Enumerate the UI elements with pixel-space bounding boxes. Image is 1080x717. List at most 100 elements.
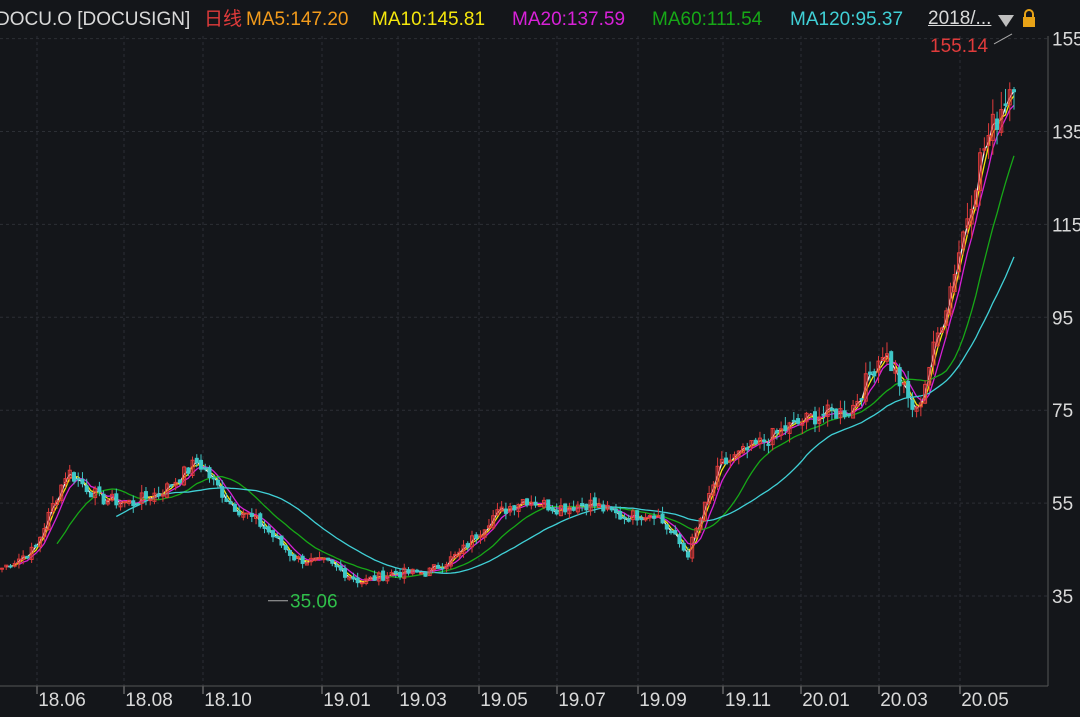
candle-body	[21, 555, 26, 561]
candle-body	[55, 500, 60, 505]
candle-body	[728, 459, 733, 463]
candle-body	[685, 551, 690, 558]
candle-body	[453, 553, 458, 559]
candle-body	[182, 466, 187, 486]
candle-body	[266, 526, 271, 533]
candle-body	[601, 504, 606, 512]
candle-body	[376, 572, 381, 582]
candle-body	[757, 437, 762, 445]
candle-body	[1007, 89, 1012, 106]
timeframe-selector[interactable]: 2018/...	[928, 8, 992, 29]
candle-body	[715, 465, 720, 487]
candle-body	[753, 439, 758, 445]
candle-body	[101, 493, 106, 505]
period-label[interactable]: 日线	[204, 9, 243, 30]
candle-body	[245, 512, 250, 515]
candle-body	[842, 410, 847, 418]
candle-body	[241, 512, 246, 518]
high-marker-arrow	[993, 33, 1013, 45]
candle-body	[944, 310, 949, 326]
candle-body	[368, 576, 373, 580]
candle-body	[791, 419, 796, 422]
y-tick-label: 135	[1052, 123, 1080, 144]
candle-body	[309, 557, 314, 563]
candle-body	[173, 481, 178, 487]
candle-body	[46, 511, 51, 531]
candle-body	[156, 493, 161, 496]
candle-body	[808, 413, 813, 416]
candle-body	[690, 536, 695, 559]
candle-body	[478, 534, 483, 538]
candle-body	[525, 498, 530, 506]
candle-body	[389, 572, 394, 576]
candle-body	[558, 505, 563, 517]
candle-body	[745, 447, 750, 451]
candle-body	[135, 503, 140, 506]
candle-body	[550, 507, 555, 512]
candle-body	[114, 493, 119, 506]
candle-body	[901, 382, 906, 385]
candle-body	[194, 457, 199, 464]
candle-body	[884, 353, 889, 362]
candle-body	[931, 341, 936, 366]
candle-body	[220, 485, 225, 498]
y-tick-label: 55	[1052, 494, 1073, 515]
candle-body	[605, 504, 610, 510]
x-tick-label: 19.07	[558, 690, 606, 711]
candle-body	[148, 498, 153, 502]
candle-body	[609, 506, 614, 511]
candle-body	[152, 492, 157, 502]
candle-body	[872, 371, 877, 377]
candle-body	[575, 504, 580, 513]
ma120-line	[115, 256, 1015, 574]
candle-body	[122, 500, 127, 504]
candle-body	[254, 515, 259, 520]
candle-body	[474, 534, 479, 539]
candle-body	[503, 508, 508, 514]
candle-body	[749, 440, 754, 448]
candle-body	[42, 528, 47, 538]
candle-body	[512, 505, 517, 511]
lock-icon[interactable]	[1020, 8, 1038, 30]
candle-body	[567, 506, 572, 515]
candle-body	[423, 572, 428, 577]
candle-body	[702, 501, 707, 521]
candle-body	[279, 535, 284, 546]
symbol-label: DOCU.O [DOCUSIGN]	[0, 9, 191, 30]
candle-body	[918, 402, 923, 408]
candle-body	[59, 484, 64, 502]
x-tick-label: 19.05	[480, 690, 528, 711]
candle-body	[414, 569, 419, 573]
candle-body	[143, 491, 148, 499]
candle-body	[131, 500, 136, 507]
x-tick-label: 18.10	[204, 690, 252, 711]
candle-body	[580, 503, 585, 506]
chart-header: DOCU.O [DOCUSIGN] 日线 MA5:147.20 MA10:145…	[0, 8, 1080, 36]
candle-body	[889, 351, 894, 372]
ma10-label: MA10:145.81	[372, 9, 486, 30]
candle-body	[622, 516, 627, 519]
candle-body	[84, 485, 89, 493]
candle-body	[669, 530, 674, 534]
candle-body	[635, 510, 640, 521]
candle-body	[664, 524, 669, 530]
candle-body	[876, 360, 881, 373]
candle-body	[71, 472, 76, 482]
candle-body	[851, 404, 856, 419]
x-tick-label: 18.06	[38, 690, 86, 711]
candle-body	[546, 499, 551, 511]
triangle-down-icon[interactable]	[996, 13, 1016, 29]
candle-body	[351, 576, 356, 580]
candle-body	[292, 554, 297, 561]
candle-body	[88, 492, 93, 498]
candle-body	[177, 479, 182, 484]
candle-body	[347, 576, 352, 580]
candle-body	[440, 567, 445, 570]
candle-body	[880, 357, 885, 361]
candle-body	[677, 534, 682, 545]
candle-body	[313, 557, 318, 561]
candle-body	[398, 571, 403, 578]
candle-body	[16, 558, 21, 564]
